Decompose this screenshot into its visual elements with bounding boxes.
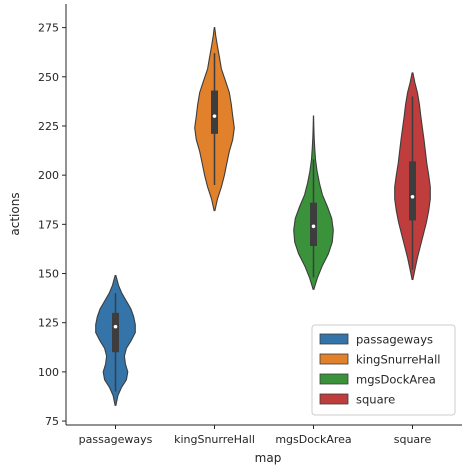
y-tick-label: 100 [38,366,59,379]
legend-label-passageways: passageways [356,333,433,347]
x-tick-label: kingSnurreHall [174,433,255,446]
plot-area [95,27,431,406]
legend-frame [311,324,456,416]
iqr-box-square [409,161,416,221]
y-tick-label: 150 [38,268,59,281]
legend: passageways kingSnurreHall mgsDockArea squa… [311,324,456,416]
y-axis-label: actions [8,192,22,235]
iqr-box-passageways [112,312,119,353]
legend-swatch-mgsDockArea [319,373,349,385]
x-axis-label: map [255,451,282,465]
iqr-box-kingSnurreHall [211,90,218,134]
legend-swatch-square [319,393,349,405]
axes [65,4,462,426]
legend-label-square: square [356,393,395,407]
median-dot-kingSnurreHall [212,114,217,118]
median-dot-mgsDockArea [311,224,316,229]
y-tick-label: 200 [38,169,59,182]
median-dot-passageways [113,324,118,329]
y-tick-label: 175 [38,218,59,231]
legend-swatch-passageways [319,333,349,345]
legend-swatch-kingSnurreHall [319,353,349,365]
x-tick-label: square [394,433,432,446]
legend-label-kingSnurreHall: kingSnurreHall [356,353,440,367]
iqr-box-mgsDockArea [310,202,317,246]
x-tick-label: mgsDockArea [275,433,351,446]
legend-label-mgsDockArea: mgsDockArea [356,373,436,387]
x-tick-label: passageways [79,433,153,446]
y-tick-label: 125 [38,317,59,330]
y-tick-label: 250 [38,71,59,84]
median-dot-square [410,194,415,199]
y-tick-label: 225 [38,120,59,133]
ticks: 75 100 125 150 175 200 225 250 275 passageways kin… [38,22,431,446]
y-tick-label: 75 [45,415,59,428]
y-tick-label: 275 [38,22,59,35]
